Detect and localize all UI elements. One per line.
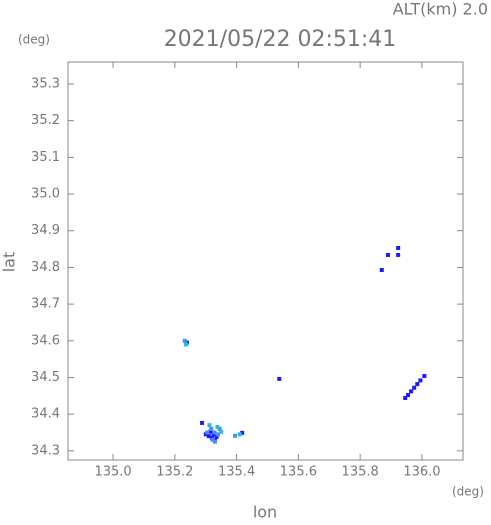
x-tick-label: 136.0 bbox=[403, 465, 440, 480]
y-tick-label: 35.0 bbox=[31, 187, 60, 202]
y-tick-label: 35.2 bbox=[31, 113, 60, 128]
echo-point bbox=[207, 423, 212, 428]
x-tick-label: 135.6 bbox=[280, 465, 317, 480]
x-tick-label: 135.0 bbox=[94, 465, 131, 480]
echo-point bbox=[277, 376, 282, 381]
y-tick-label: 35.3 bbox=[31, 77, 60, 92]
y-tick-label: 34.7 bbox=[31, 297, 60, 312]
echo-point bbox=[208, 429, 213, 434]
echo-point bbox=[206, 434, 211, 439]
echo-point bbox=[237, 432, 242, 437]
echo-point bbox=[215, 424, 220, 429]
echo-point bbox=[379, 267, 384, 272]
echo-point bbox=[217, 426, 222, 431]
chart-title: 2021/05/22 02:51:41 bbox=[164, 27, 397, 52]
echo-point bbox=[412, 385, 417, 390]
y-tick-label: 34.9 bbox=[31, 223, 60, 238]
altitude-label: ALT(km) 2.0 bbox=[393, 0, 488, 19]
y-axis-label: lat bbox=[0, 252, 19, 273]
echo-point bbox=[396, 245, 401, 250]
x-tick-label: 135.8 bbox=[342, 465, 379, 480]
echo-point bbox=[209, 426, 214, 431]
echo-point bbox=[385, 252, 390, 257]
echo-point bbox=[415, 382, 420, 387]
x-unit: (deg) bbox=[452, 485, 484, 499]
echo-point bbox=[183, 342, 188, 347]
y-tick-label: 34.6 bbox=[31, 333, 60, 348]
echo-point bbox=[219, 429, 224, 434]
y-unit: (deg) bbox=[18, 33, 50, 47]
echo-point bbox=[418, 378, 423, 383]
echo-point bbox=[213, 439, 218, 444]
echo-point bbox=[210, 437, 215, 442]
y-tick-label: 34.3 bbox=[31, 443, 60, 458]
echo-point bbox=[233, 433, 238, 438]
x-tick-label: 135.2 bbox=[156, 465, 193, 480]
echo-point bbox=[406, 393, 411, 398]
echo-point bbox=[240, 430, 245, 435]
echo-point bbox=[216, 432, 221, 437]
x-axis-label: lon bbox=[253, 503, 277, 522]
x-tick-label: 135.4 bbox=[218, 465, 255, 480]
echo-point bbox=[214, 434, 219, 439]
y-tick-label: 35.1 bbox=[31, 150, 60, 165]
echo-point bbox=[409, 389, 414, 394]
echo-point bbox=[212, 430, 217, 435]
plot-frame bbox=[67, 61, 464, 461]
y-tick-label: 34.4 bbox=[31, 407, 60, 422]
echo-point bbox=[422, 373, 427, 378]
y-tick-label: 34.8 bbox=[31, 260, 60, 275]
echo-point bbox=[182, 338, 187, 343]
echo-point bbox=[200, 420, 205, 425]
echo-point bbox=[403, 396, 408, 401]
echo-point bbox=[205, 430, 210, 435]
echo-point bbox=[396, 252, 401, 257]
y-tick-label: 34.5 bbox=[31, 370, 60, 385]
